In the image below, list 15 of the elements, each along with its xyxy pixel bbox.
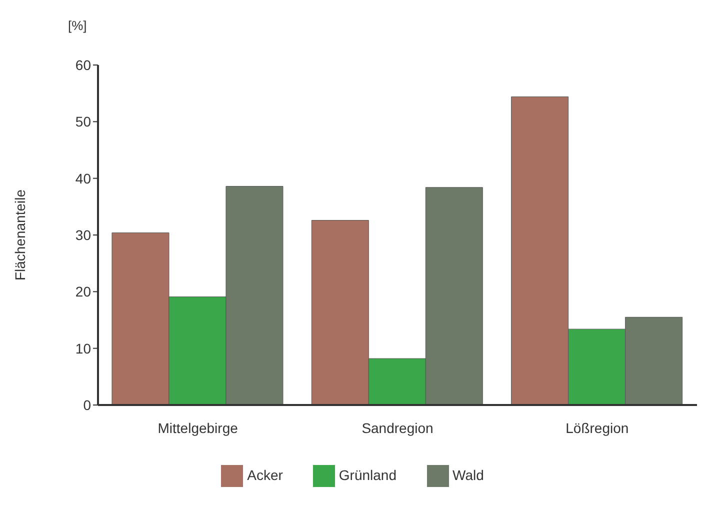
x-tick-label: Mittelgebirge [158, 420, 238, 436]
text: [%] [68, 18, 87, 33]
legend-label: Grünland [338, 467, 396, 484]
y-tick-label: 60 [75, 56, 92, 73]
y-tick-label: 50 [75, 114, 92, 130]
y-tick-label: 0 [83, 396, 92, 413]
legend-label: Wald [452, 467, 484, 484]
y-axis-title: Flächenanteile [12, 189, 28, 281]
legend-label: Acker [247, 467, 283, 484]
x-tick-label: Lößregion [566, 420, 629, 436]
y-tick-label: 30 [75, 226, 92, 243]
x-tick-label: Sandregion [362, 420, 434, 436]
y-tick-label: 20 [75, 284, 92, 300]
y-tick-label: 10 [75, 340, 92, 356]
y-tick-label: 40 [75, 170, 92, 186]
